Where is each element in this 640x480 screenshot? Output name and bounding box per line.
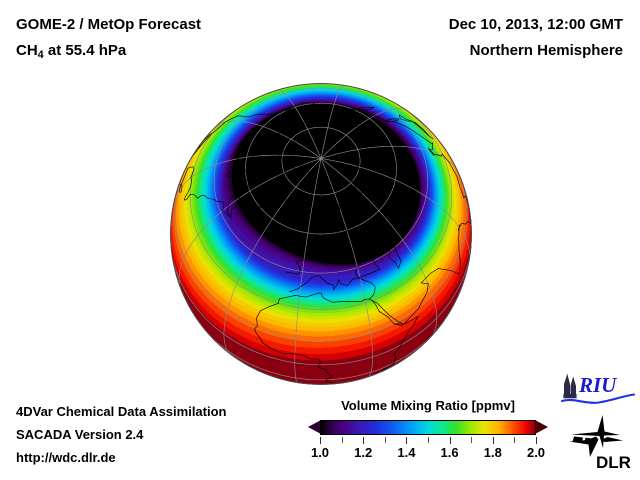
colorbar-body [320,420,536,435]
colorbar-title: Volume Mixing Ratio [ppmv] [341,398,515,413]
riu-cathedral-icon [563,373,577,399]
colorbar-over-arrow [535,420,548,434]
region-label: Northern Hemisphere [469,42,623,59]
colorbar-tick-label: 1.2 [354,445,373,460]
species-suffix: at 55.4 hPa [43,42,127,59]
colorbar-tick-label: 1.6 [440,445,459,460]
footer-line-2: SACADA Version 2.4 [16,427,144,442]
riu-wave-icon [560,393,636,404]
colorbar: Volume Mixing Ratio [ppmv] 1.0 1.2 1.4 1.6 1… [308,398,548,463]
colorbar-row [308,419,548,437]
species-level-label: CH4 at 55.4 hPa [16,40,201,66]
colorbar-major-tick [320,437,321,444]
globe-map [170,83,472,385]
riu-logo: RIU [560,373,636,404]
colorbar-tick-label: 1.8 [483,445,502,460]
orthographic-projection-canvas [170,83,472,385]
colorbar-tick-label: 1.0 [310,445,330,460]
datetime-label: Dec 10, 2013, 12:00 GMT [448,16,623,33]
colorbar-minor-tick [514,437,516,443]
colorbar-major-tick [536,437,537,444]
colorbar-under-arrow [308,420,321,434]
footer-credits: 4DVar Chemical Data Assimilation SACADA … [16,400,227,469]
riu-logo-text: RIU [578,373,618,397]
colorbar-major-tick [363,437,365,444]
dlr-mark-icon [569,415,623,457]
colorbar-major-tick [406,437,408,444]
header-right: Dec 10, 2013, 12:00 GMT Northern Hemisph… [449,14,623,62]
colorbar-minor-tick [471,437,473,443]
colorbar-minor-tick [341,437,343,443]
colorbar-major-tick [492,437,494,444]
colorbar-tick-label: 1.4 [397,445,416,460]
colorbar-major-tick [449,437,451,444]
colorbar-minor-tick [428,437,429,443]
colorbar-tick-labels: 1.0 1.2 1.4 1.6 1.8 2.0 [311,445,545,463]
footer-line-1: 4DVar Chemical Data Assimilation [16,404,227,419]
page-title: GOME-2 / MetOp Forecast [16,16,202,33]
colorbar-gradient [321,421,535,434]
dlr-logo: DLR [569,415,631,471]
footer-line-3: http://wdc.dlr.de [16,450,116,465]
dlr-logo-text: DLR [596,453,631,471]
colorbar-ticks [320,437,537,444]
species-prefix: CH [16,42,38,59]
colorbar-tick-label: 2.0 [526,445,546,460]
header-left: GOME-2 / MetOp Forecast CH4 at 55.4 hPa [16,14,201,66]
colorbar-minor-tick [384,437,386,443]
species-subscript: 4 [37,49,44,62]
